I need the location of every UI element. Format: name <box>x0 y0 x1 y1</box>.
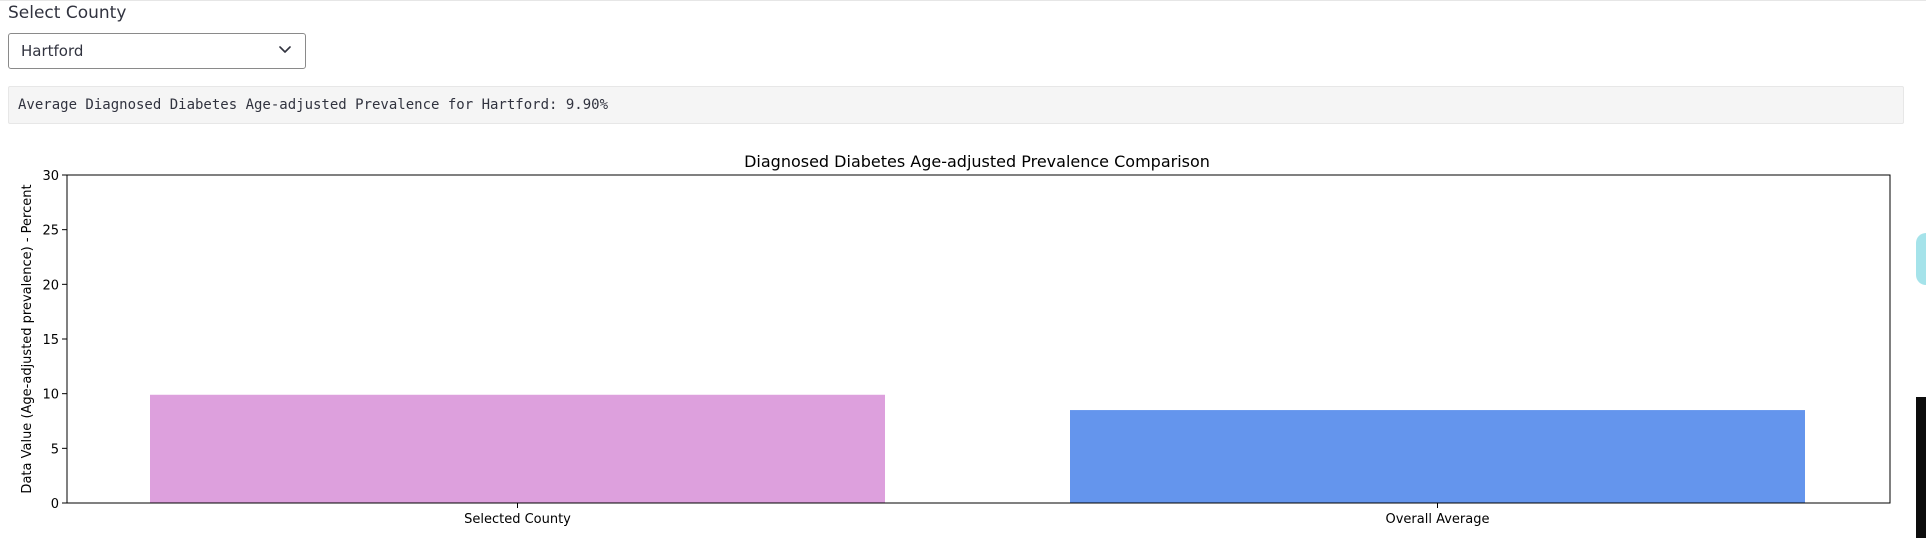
y-tick-label: 30 <box>42 169 59 184</box>
bar-overall-average <box>1070 410 1805 503</box>
y-tick-label: 25 <box>42 224 59 239</box>
edge-accent-bar <box>1916 233 1926 285</box>
edge-dark-bar <box>1916 397 1926 538</box>
select-county-label: Select County <box>8 3 127 23</box>
bars <box>150 394 1805 503</box>
average-info-text: Average Diagnosed Diabetes Age-adjusted … <box>18 97 609 113</box>
plot-frame <box>66 174 1891 504</box>
y-tick-label: 0 <box>51 497 59 512</box>
y-axis-ticks: 0 5 10 15 20 25 30 <box>42 169 67 512</box>
x-tick-label: Selected County <box>464 512 571 527</box>
chart-title: Diagnosed Diabetes Age-adjusted Prevalen… <box>744 152 1210 171</box>
prevalence-bar-chart: Diagnosed Diabetes Age-adjusted Prevalen… <box>20 152 1891 527</box>
county-select-value: Hartford <box>21 42 84 60</box>
top-divider <box>0 0 1926 1</box>
average-info-box: Average Diagnosed Diabetes Age-adjusted … <box>8 86 1904 124</box>
chevron-down-icon <box>279 46 291 53</box>
y-tick-label: 20 <box>42 278 59 293</box>
x-tick-label: Overall Average <box>1386 512 1490 527</box>
county-select-dropdown[interactable]: Hartford <box>8 33 306 69</box>
y-tick-label: 10 <box>42 388 59 403</box>
y-tick-label: 15 <box>42 333 59 348</box>
y-axis-label: Data Value (Age-adjusted prevalence) - P… <box>20 184 35 493</box>
y-tick-label: 5 <box>51 442 59 457</box>
bar-selected-county <box>150 394 885 503</box>
x-axis-ticks: Selected County Overall Average <box>464 503 1489 527</box>
